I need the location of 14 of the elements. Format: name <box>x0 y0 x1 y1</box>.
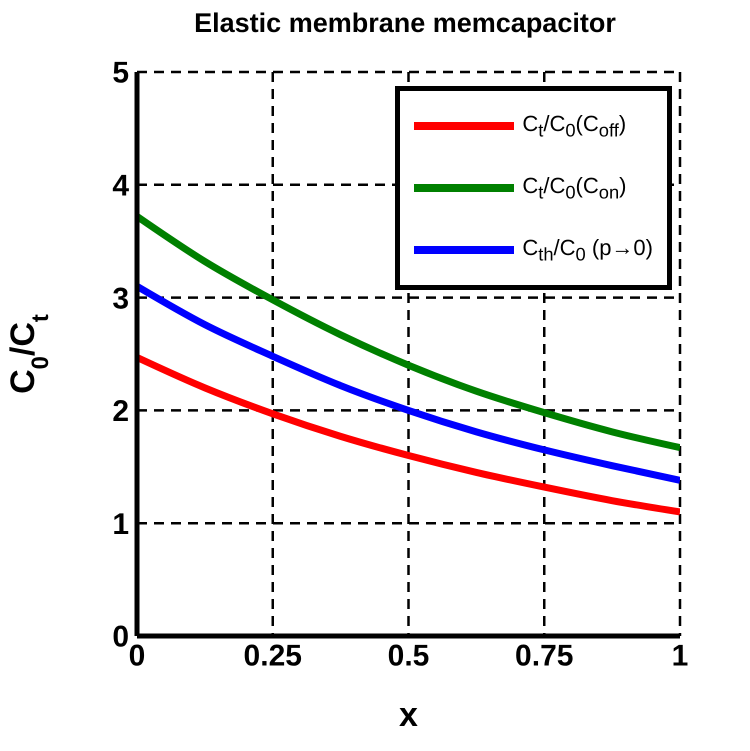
legend-label: C$_{t}$/C$_{0}$(C$_{off}$) <box>522 110 626 142</box>
chart-title: Elastic membrane memcapacitor <box>193 8 617 39</box>
y-tick-label: 1 <box>112 508 129 541</box>
x-tick-label: 0.75 <box>515 639 574 672</box>
y-tick-label: 2 <box>112 395 129 428</box>
y-tick-label: 5 <box>112 56 129 90</box>
legend-label: C$_{t}$/C$_{0}$(C$_{on}$) <box>522 172 626 204</box>
legend-label: C$_{th}$/C$_{0}$ (p→0) <box>522 234 653 266</box>
x-tick-label: 1 <box>672 639 688 672</box>
x-tick-label: 0.5 <box>388 639 430 672</box>
y-tick-label: 3 <box>112 282 129 316</box>
y-tick-label: 4 <box>112 169 130 202</box>
x-tick-label: 0.25 <box>244 639 302 672</box>
x-axis-title: x <box>399 696 418 734</box>
